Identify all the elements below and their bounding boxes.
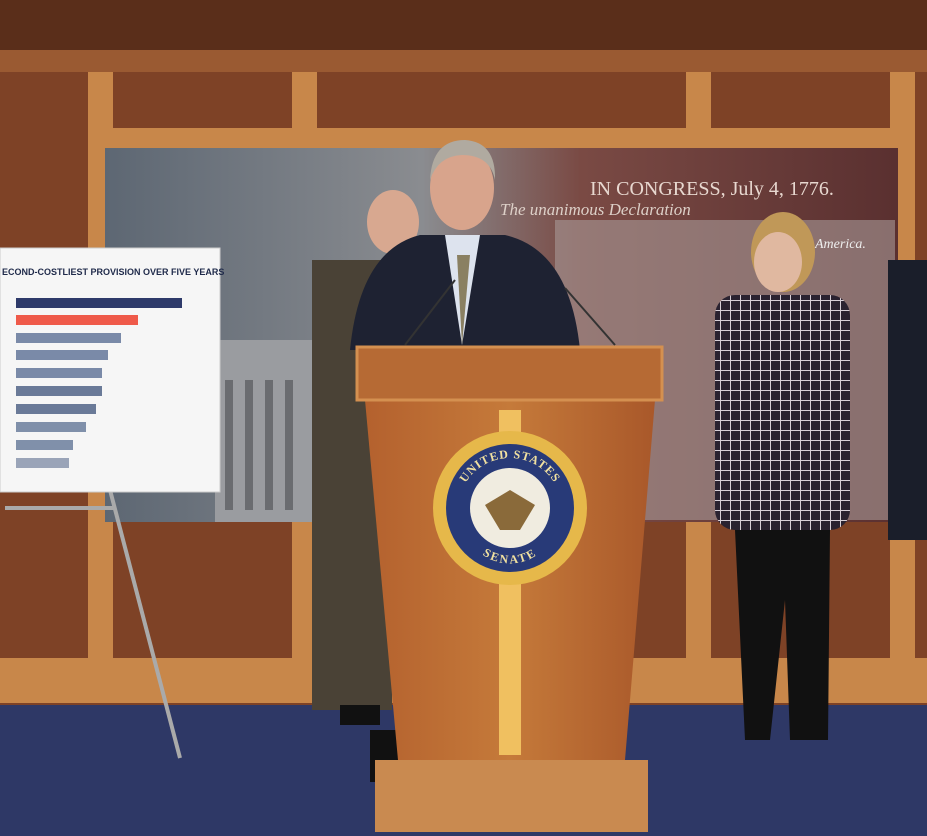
ceiling (0, 0, 927, 50)
person-right-jacket (715, 295, 850, 530)
molding (0, 50, 927, 72)
backdrop-line: The unanimous Declaration (500, 200, 691, 219)
shoe (340, 705, 380, 725)
backdrop-heading: IN CONGRESS, July 4, 1776. (590, 178, 834, 200)
person-edge (888, 260, 927, 540)
backdrop-ending: America. (814, 237, 866, 252)
podium-top (357, 347, 662, 400)
photo: IN CONGRESS, July 4, 1776. The unanimous… (0, 0, 927, 836)
podium-base (375, 760, 648, 832)
person-right-face (754, 232, 802, 292)
poster-title: ECOND-COSTLIEST PROVISION OVER FIVE YEAR… (2, 267, 224, 277)
